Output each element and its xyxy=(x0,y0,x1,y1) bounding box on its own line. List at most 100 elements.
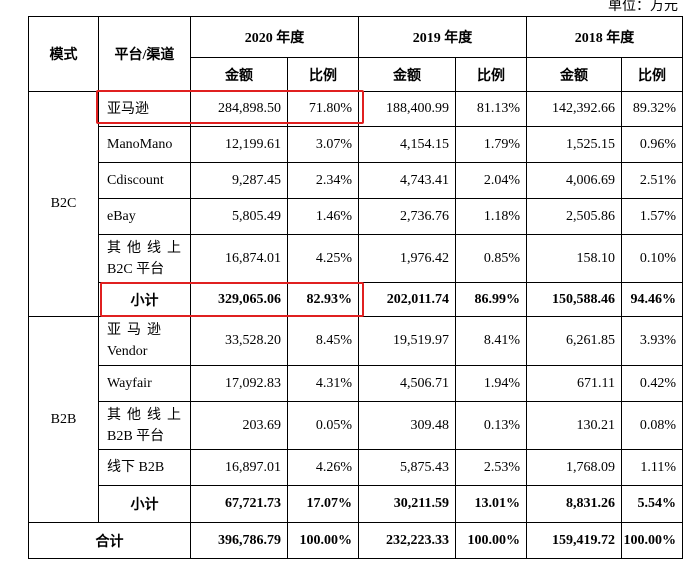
platform-name: 线下 B2B xyxy=(98,449,191,486)
header-mode: 模式 xyxy=(28,16,99,92)
value-cell: 33,528.20 xyxy=(190,316,288,366)
value-cell: 0.42% xyxy=(621,365,683,402)
value-cell: 1.57% xyxy=(621,198,683,235)
value-cell: 203.69 xyxy=(190,401,288,450)
value-cell: 86.99% xyxy=(455,282,527,317)
value-cell: 5,875.43 xyxy=(358,449,456,486)
header-ratio: 比例 xyxy=(621,57,683,92)
value-cell: 2.53% xyxy=(455,449,527,486)
platform-name-line2: B2C 平台 xyxy=(107,261,165,277)
value-cell: 396,786.79 xyxy=(190,522,288,559)
platform-name: 亚马逊 Vendor xyxy=(98,316,191,366)
header-amount: 金额 xyxy=(358,57,456,92)
value-cell: 19,519.97 xyxy=(358,316,456,366)
header-year-2019: 2019 年度 xyxy=(358,16,527,58)
value-cell: 2,505.86 xyxy=(526,198,622,235)
unit-label: 单位：万元 xyxy=(608,0,678,14)
table-row: eBay 5,805.49 1.46% 2,736.76 1.18% 2,505… xyxy=(29,198,683,235)
value-cell: 2.04% xyxy=(455,162,527,199)
value-cell: 1,768.09 xyxy=(526,449,622,486)
platform-name-line2: Vendor xyxy=(107,344,148,359)
value-cell: 188,400.99 xyxy=(358,91,456,127)
subtotal-label: 小计 xyxy=(98,282,191,317)
value-cell: 9,287.45 xyxy=(190,162,288,199)
value-cell: 4,743.41 xyxy=(358,162,456,199)
table-row: 其他线上 B2C 平台 16,874.01 4.25% 1,976.42 0.8… xyxy=(29,234,683,283)
value-cell: 159,419.72 xyxy=(526,522,622,559)
table-row: 其他线上 B2B 平台 203.69 0.05% 309.48 0.13% 13… xyxy=(29,401,683,450)
value-cell: 100.00% xyxy=(621,522,683,559)
value-cell: 100.00% xyxy=(287,522,359,559)
value-cell: 13.01% xyxy=(455,485,527,523)
platform-name: 亚马逊 xyxy=(98,91,191,127)
header-ratio: 比例 xyxy=(287,57,359,92)
platform-name: eBay xyxy=(98,198,191,235)
platform-name-line1: 其他线上 xyxy=(107,240,187,256)
value-cell: 5.54% xyxy=(621,485,683,523)
value-cell: 284,898.50 xyxy=(190,91,288,127)
value-cell: 142,392.66 xyxy=(526,91,622,127)
platform-name: 其他线上 B2B 平台 xyxy=(98,401,191,450)
value-cell: 82.93% xyxy=(287,282,359,317)
value-cell: 1.18% xyxy=(455,198,527,235)
value-cell: 2,736.76 xyxy=(358,198,456,235)
value-cell: 4.26% xyxy=(287,449,359,486)
value-cell: 5,805.49 xyxy=(190,198,288,235)
value-cell: 17,092.83 xyxy=(190,365,288,402)
value-cell: 0.85% xyxy=(455,234,527,283)
value-cell: 0.96% xyxy=(621,126,683,163)
mode-cell-b2b: B2B xyxy=(28,316,99,523)
value-cell: 71.80% xyxy=(287,91,359,127)
platform-name: Wayfair xyxy=(98,365,191,402)
value-cell: 232,223.33 xyxy=(358,522,456,559)
value-cell: 4,506.71 xyxy=(358,365,456,402)
value-cell: 1.79% xyxy=(455,126,527,163)
value-cell: 16,874.01 xyxy=(190,234,288,283)
value-cell: 4,154.15 xyxy=(358,126,456,163)
subtotal-row: 小计 67,721.73 17.07% 30,211.59 13.01% 8,8… xyxy=(29,485,683,523)
value-cell: 2.34% xyxy=(287,162,359,199)
platform-name: Cdiscount xyxy=(98,162,191,199)
table-row: Wayfair 17,092.83 4.31% 4,506.71 1.94% 6… xyxy=(29,365,683,402)
mode-cell-b2c: B2C xyxy=(28,91,99,317)
header-amount: 金额 xyxy=(526,57,622,92)
value-cell: 130.21 xyxy=(526,401,622,450)
value-cell: 8.45% xyxy=(287,316,359,366)
value-cell: 1.94% xyxy=(455,365,527,402)
value-cell: 12,199.61 xyxy=(190,126,288,163)
value-cell: 16,897.01 xyxy=(190,449,288,486)
value-cell: 1.11% xyxy=(621,449,683,486)
value-cell: 0.05% xyxy=(287,401,359,450)
value-cell: 0.08% xyxy=(621,401,683,450)
value-cell: 3.07% xyxy=(287,126,359,163)
value-cell: 4.25% xyxy=(287,234,359,283)
value-cell: 1,525.15 xyxy=(526,126,622,163)
platform-name: 其他线上 B2C 平台 xyxy=(98,234,191,283)
value-cell: 1,976.42 xyxy=(358,234,456,283)
revenue-by-channel-table: 模式 平台/渠道 2020 年度 2019 年度 2018 年度 金额 比例 金… xyxy=(28,16,683,559)
value-cell: 0.10% xyxy=(621,234,683,283)
value-cell: 81.13% xyxy=(455,91,527,127)
platform-name-line1: 亚马逊 xyxy=(107,323,167,338)
header-year-2018: 2018 年度 xyxy=(526,16,683,58)
value-cell: 3.93% xyxy=(621,316,683,366)
table-row: B2C 亚马逊 284,898.50 71.80% 188,400.99 81.… xyxy=(28,91,683,317)
value-cell: 158.10 xyxy=(526,234,622,283)
value-cell: 4,006.69 xyxy=(526,162,622,199)
value-cell: 2.51% xyxy=(621,162,683,199)
header-ratio: 比例 xyxy=(455,57,527,92)
value-cell: 8,831.26 xyxy=(526,485,622,523)
platform-name: ManoMano xyxy=(98,126,191,163)
table-row: B2B 亚马逊 Vendor 33,528.20 8.45% 19,519.97… xyxy=(28,316,683,523)
table-row: ManoMano 12,199.61 3.07% 4,154.15 1.79% … xyxy=(29,126,683,163)
subtotal-row: 小计 329,065.06 82.93% 202,011.74 86.99% 1… xyxy=(29,282,683,317)
value-cell: 1.46% xyxy=(287,198,359,235)
value-cell: 6,261.85 xyxy=(526,316,622,366)
table-row: 线下 B2B 16,897.01 4.26% 5,875.43 2.53% 1,… xyxy=(29,449,683,486)
value-cell: 329,065.06 xyxy=(190,282,288,317)
header-year-2020: 2020 年度 xyxy=(190,16,359,58)
value-cell: 150,588.46 xyxy=(526,282,622,317)
value-cell: 100.00% xyxy=(455,522,527,559)
value-cell: 0.13% xyxy=(455,401,527,450)
value-cell: 309.48 xyxy=(358,401,456,450)
